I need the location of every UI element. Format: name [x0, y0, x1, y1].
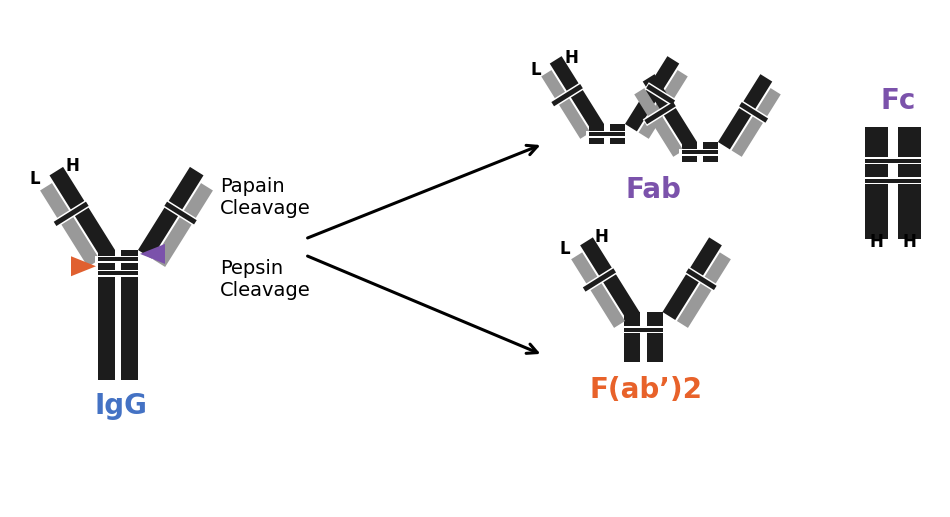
Text: L: L — [530, 62, 541, 79]
Polygon shape — [739, 102, 769, 123]
Polygon shape — [571, 252, 625, 328]
Bar — [95, 255, 141, 263]
Text: H: H — [66, 157, 79, 175]
Polygon shape — [625, 56, 679, 131]
Text: Papain
Cleavage: Papain Cleavage — [220, 176, 311, 218]
Text: H: H — [902, 233, 917, 251]
Bar — [865, 127, 888, 239]
Polygon shape — [581, 266, 618, 294]
Polygon shape — [635, 88, 683, 157]
Polygon shape — [71, 256, 96, 276]
Polygon shape — [49, 167, 115, 258]
Bar — [862, 157, 924, 164]
Bar — [620, 326, 666, 333]
Bar — [589, 132, 625, 136]
Polygon shape — [54, 202, 88, 226]
Polygon shape — [644, 82, 677, 107]
Bar — [121, 250, 138, 380]
Polygon shape — [153, 183, 213, 267]
Polygon shape — [643, 74, 697, 149]
Polygon shape — [52, 200, 90, 228]
Text: Fc: Fc — [881, 87, 916, 115]
Polygon shape — [551, 84, 583, 107]
Text: H: H — [869, 233, 884, 251]
Text: Pepsin
Cleavage: Pepsin Cleavage — [220, 260, 311, 300]
Bar — [98, 250, 115, 380]
Polygon shape — [162, 200, 200, 227]
Bar — [647, 312, 662, 362]
Bar — [98, 271, 138, 276]
Polygon shape — [550, 56, 604, 131]
Polygon shape — [662, 237, 722, 320]
Polygon shape — [542, 70, 591, 139]
Polygon shape — [643, 100, 677, 126]
Polygon shape — [718, 74, 772, 149]
Bar — [623, 312, 639, 362]
Bar — [865, 159, 921, 163]
Bar — [623, 327, 662, 331]
Polygon shape — [737, 100, 770, 125]
Bar — [703, 142, 718, 162]
Bar — [865, 179, 921, 183]
Polygon shape — [644, 102, 675, 124]
Polygon shape — [646, 84, 675, 105]
Polygon shape — [638, 70, 688, 139]
Bar — [679, 148, 721, 156]
Polygon shape — [583, 268, 616, 292]
Text: L: L — [29, 170, 40, 188]
Polygon shape — [140, 244, 165, 264]
Polygon shape — [164, 202, 197, 224]
Polygon shape — [684, 266, 719, 293]
Polygon shape — [138, 167, 203, 258]
Bar — [586, 130, 628, 138]
Polygon shape — [550, 82, 584, 108]
Polygon shape — [580, 237, 639, 320]
Bar — [610, 124, 625, 144]
Text: H: H — [564, 49, 579, 67]
Bar — [898, 127, 921, 239]
Bar — [95, 270, 141, 277]
Text: L: L — [560, 240, 570, 258]
Text: F(ab’)2: F(ab’)2 — [590, 376, 703, 404]
Bar — [98, 257, 138, 261]
Text: Fab: Fab — [625, 176, 681, 204]
Bar — [589, 124, 604, 144]
Text: H: H — [595, 227, 608, 246]
Text: IgG: IgG — [95, 392, 147, 420]
Polygon shape — [732, 88, 781, 157]
Polygon shape — [40, 183, 100, 267]
Polygon shape — [677, 252, 731, 328]
Polygon shape — [686, 268, 716, 290]
Bar — [682, 150, 718, 154]
Bar — [682, 142, 697, 162]
Bar — [862, 177, 924, 184]
